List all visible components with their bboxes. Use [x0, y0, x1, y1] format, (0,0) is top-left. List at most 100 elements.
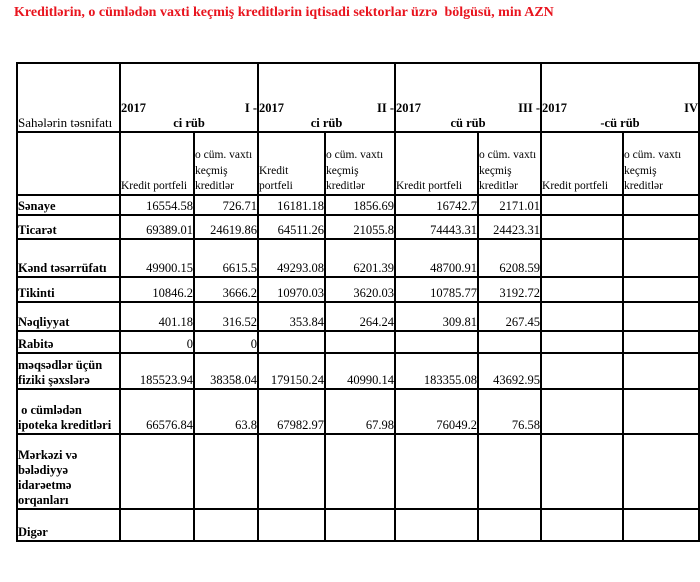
value-cell: 0	[119, 330, 195, 354]
value-cell: 66576.84	[119, 388, 195, 435]
quarter-rub: ci rüb	[310, 116, 343, 130]
row-label-cell: Mərkəzi və bələdiyyə idarəetmə orqanları	[16, 433, 121, 510]
row-label-cell: Tikinti	[16, 276, 121, 303]
subheader-overdue-q2: o cüm. vaxtı keçmiş kreditlər	[324, 131, 396, 196]
value-cell: 16181.18	[257, 194, 326, 216]
value-cell	[540, 433, 625, 510]
value-cell	[476, 433, 543, 510]
value-cell: 3192.72	[476, 276, 543, 303]
value-cell	[119, 433, 195, 510]
value-cell: 76.58	[476, 388, 543, 435]
row-label-cell: o cümlədən ipoteka kreditləri	[16, 388, 121, 435]
value-cell: 40990.14	[324, 352, 396, 390]
value-cell	[540, 214, 625, 240]
value-cell: 10970.03	[257, 276, 326, 303]
row-label-cell: Kənd təsərrüfatı	[16, 238, 121, 278]
value-cell	[394, 508, 479, 542]
value-cell	[622, 352, 700, 390]
value-cell: 6615.5	[193, 238, 259, 278]
subheader-overdue-q1: o cüm. vaxtı keçmiş kreditlər	[193, 131, 259, 196]
value-cell	[540, 276, 625, 303]
table-row: Digər	[16, 508, 700, 542]
value-cell: 16554.58	[119, 194, 195, 216]
corner-empty-cell	[16, 131, 121, 196]
table-row: Mərkəzi və bələdiyyə idarəetmə orqanları	[16, 433, 700, 510]
value-cell: 64511.26	[257, 214, 326, 240]
value-cell	[540, 301, 625, 332]
header-row-subcolumns: Kredit portfeli o cüm. vaxtı keçmiş kred…	[16, 131, 700, 196]
table-row: Nəqliyyat 401.18 316.52 353.84 264.24 30…	[16, 301, 700, 332]
table-row: Rabitə 0 0	[16, 330, 700, 354]
row-label-cell: Rabitə	[16, 330, 121, 354]
value-cell	[622, 276, 700, 303]
quarter-year: 2017	[542, 101, 568, 115]
value-cell	[324, 508, 396, 542]
quarter-header-q4: 2017 IV -cü rüb	[540, 62, 700, 133]
value-cell	[540, 238, 625, 278]
value-cell: 185523.94	[119, 352, 195, 390]
value-cell: 353.84	[257, 301, 326, 332]
value-cell: 3620.03	[324, 276, 396, 303]
value-cell	[622, 238, 700, 278]
value-cell: 309.81	[394, 301, 479, 332]
subheader-portfolio-q1: Kredit portfeli	[119, 131, 195, 196]
quarter-numeral: II -	[376, 101, 394, 115]
quarter-header-q2: 2017 II - ci rüb	[257, 62, 396, 133]
value-cell: 74443.31	[394, 214, 479, 240]
row-label-cell: Nəqliyyat	[16, 301, 121, 332]
value-cell	[540, 508, 625, 542]
table-row: Sənaye 16554.58 726.71 16181.18 1856.69 …	[16, 194, 700, 216]
value-cell	[119, 508, 195, 542]
row-label-cell: Ticarət	[16, 214, 121, 240]
value-cell: 67982.97	[257, 388, 326, 435]
value-cell: 316.52	[193, 301, 259, 332]
value-cell	[622, 214, 700, 240]
quarter-numeral: I -	[244, 101, 257, 115]
subheader-portfolio-q2: Kredit portfeli	[257, 131, 326, 196]
quarter-rub: ci rüb	[173, 116, 205, 130]
value-cell	[257, 330, 326, 354]
value-cell: 49900.15	[119, 238, 195, 278]
row-label-cell: məqsədlər üçün fiziki şəxslərə	[16, 352, 121, 390]
value-cell: 10846.2	[119, 276, 195, 303]
value-cell: 264.24	[324, 301, 396, 332]
value-cell	[622, 388, 700, 435]
quarter-header-q1: 2017 I - ci rüb	[119, 62, 259, 133]
value-cell: 2171.01	[476, 194, 543, 216]
value-cell	[622, 508, 700, 542]
value-cell	[476, 508, 543, 542]
value-cell: 10785.77	[394, 276, 479, 303]
table-row: məqsədlər üçün fiziki şəxslərə 185523.94…	[16, 352, 700, 390]
value-cell	[622, 330, 700, 354]
value-cell: 179150.24	[257, 352, 326, 390]
quarter-numeral: III -	[518, 101, 541, 115]
value-cell	[622, 433, 700, 510]
subheader-overdue-q4: o cüm. vaxtı keçmiş kreditlər	[622, 131, 700, 196]
value-cell	[394, 433, 479, 510]
quarter-year: 2017	[121, 101, 146, 115]
value-cell: 1856.69	[324, 194, 396, 216]
subheader-portfolio-q3: Kredit portfeli	[394, 131, 479, 196]
table-row: o cümlədən ipoteka kreditləri 66576.84 6…	[16, 388, 700, 435]
value-cell: 6201.39	[324, 238, 396, 278]
quarter-rub: cü rüb	[450, 116, 486, 130]
value-cell	[257, 508, 326, 542]
credits-table: Sahələrin təsnifatı 2017 I - ci rüb 2017…	[16, 62, 700, 542]
value-cell	[193, 433, 259, 510]
value-cell: 3666.2	[193, 276, 259, 303]
value-cell: 16742.7	[394, 194, 479, 216]
subheader-overdue-q3: o cüm. vaxtı keçmiş kreditlər	[476, 131, 543, 196]
header-row-quarters: Sahələrin təsnifatı 2017 I - ci rüb 2017…	[16, 62, 700, 133]
value-cell: 67.98	[324, 388, 396, 435]
value-cell	[257, 433, 326, 510]
value-cell: 48700.91	[394, 238, 479, 278]
value-cell: 0	[193, 330, 259, 354]
quarter-rub: -cü rüb	[600, 116, 640, 130]
value-cell	[540, 388, 625, 435]
value-cell	[622, 301, 700, 332]
quarter-header-q3: 2017 III - cü rüb	[393, 62, 543, 133]
value-cell	[394, 330, 479, 354]
value-cell	[324, 330, 396, 354]
value-cell: 726.71	[193, 194, 259, 216]
value-cell: 24619.86	[193, 214, 259, 240]
